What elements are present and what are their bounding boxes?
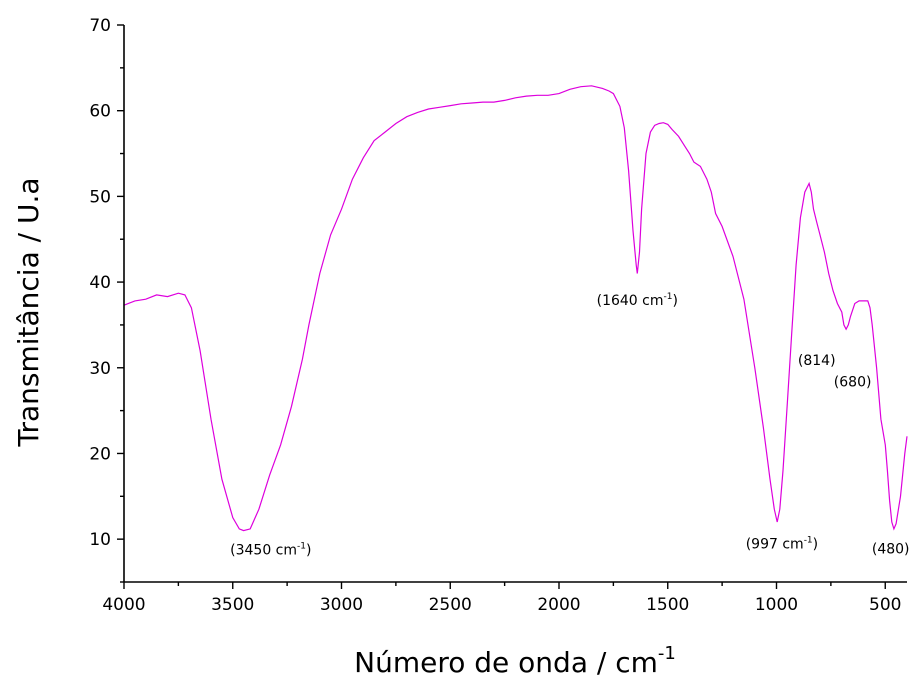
peak-annotation-text: (3450 cm <box>230 543 297 559</box>
peak-annotation-close: ) <box>673 293 678 309</box>
x-axis-title-sup: -1 <box>658 643 676 664</box>
peak-annotation: (997 cm-1) <box>746 536 818 553</box>
peak-annotation-close: ) <box>306 543 311 559</box>
y-tick-label: 40 <box>89 273 111 293</box>
x-ticks: 4000 3500 3000 2500 2000 1500 1000 500 <box>102 582 901 615</box>
y-tick-label: 50 <box>89 187 111 207</box>
x-axis-title-text: Número de onda / cm <box>354 646 658 679</box>
plot-area <box>123 85 908 532</box>
x-axis-title: Número de onda / cm-1 <box>354 643 676 679</box>
y-tick-label: 60 <box>89 102 111 122</box>
y-ticks: 10 20 30 40 50 60 70 <box>89 16 124 583</box>
peak-annotation-text: (997 cm <box>746 537 804 553</box>
x-tick-label: 3500 <box>211 595 254 615</box>
peak-annotation-sup: -1 <box>297 542 306 552</box>
peak-annotation: (680) <box>834 375 872 391</box>
x-tick-label: 4000 <box>102 595 145 615</box>
peak-annotation: (3450 cm-1) <box>230 542 311 559</box>
peak-annotation-sup: -1 <box>664 292 673 302</box>
peak-annotation: (1640 cm-1) <box>597 292 678 309</box>
x-tick-label: 500 <box>869 595 901 615</box>
x-tick-label: 1500 <box>646 595 689 615</box>
peak-annotation: (814) <box>798 353 836 369</box>
peak-annotation-text: (680) <box>834 375 872 391</box>
x-tick-label: 3000 <box>320 595 363 615</box>
peak-annotations: (3450 cm-1)(1640 cm-1)(997 cm-1)(814)(68… <box>230 292 909 558</box>
peak-annotation-text: (1640 cm <box>597 293 664 309</box>
peak-annotation-text: (814) <box>798 353 836 369</box>
peak-annotation: (480) <box>872 542 910 558</box>
axes: 10 20 30 40 50 60 70 4000 3500 3000 2500 2000 1500 1… <box>89 16 907 615</box>
y-tick-label: 10 <box>89 530 111 550</box>
peak-annotation-sup: -1 <box>804 536 813 546</box>
y-tick-label: 20 <box>89 444 111 464</box>
peak-annotation-close: ) <box>813 537 818 553</box>
x-tick-label: 2000 <box>537 595 580 615</box>
y-tick-label: 30 <box>89 359 111 379</box>
x-tick-label: 1000 <box>755 595 798 615</box>
y-tick-label: 70 <box>89 16 111 36</box>
y-axis-title: Transmitância / U.a <box>12 177 45 447</box>
peak-annotation-text: (480) <box>872 542 910 558</box>
x-tick-label: 2500 <box>429 595 472 615</box>
transmittance-series-line <box>123 85 908 532</box>
